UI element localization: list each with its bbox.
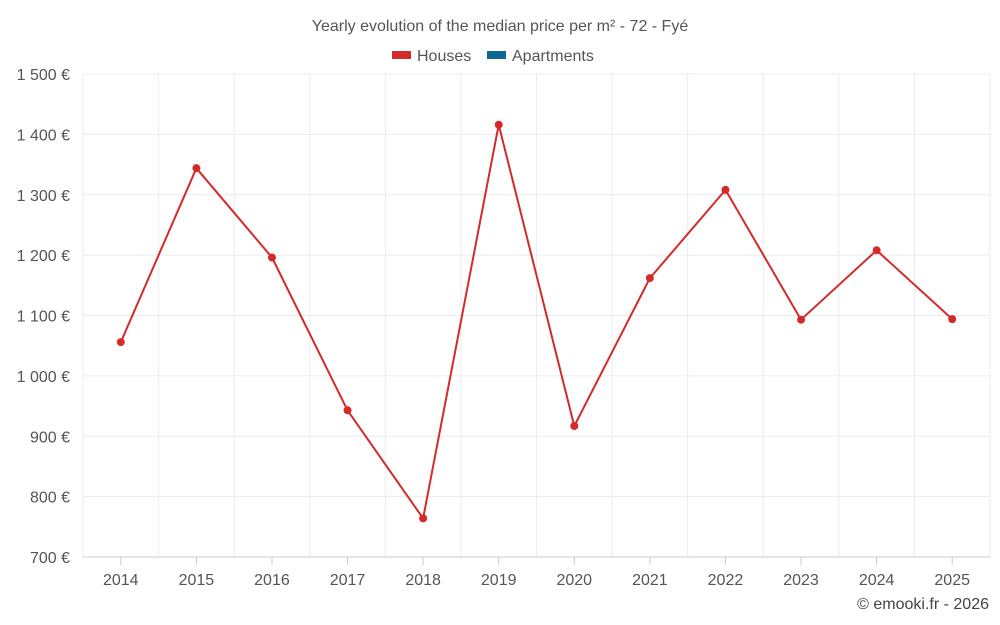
- x-tick-label: 2014: [103, 572, 139, 589]
- data-point[interactable]: [116, 338, 125, 347]
- x-tick-label: 2015: [179, 572, 215, 589]
- y-tick-label: 1 500 €: [17, 67, 70, 84]
- x-tick-label: 2016: [254, 572, 290, 589]
- legend: Houses Apartments: [392, 48, 594, 65]
- credit-text: © emooki.fr - 2026: [857, 596, 989, 613]
- chart-title: Yearly evolution of the median price per…: [312, 18, 689, 35]
- data-point[interactable]: [419, 514, 428, 523]
- data-point[interactable]: [872, 246, 881, 255]
- x-tick-label: 2023: [783, 572, 819, 589]
- legend-swatch-apartments: [487, 51, 506, 59]
- data-point[interactable]: [494, 120, 503, 129]
- data-point[interactable]: [192, 164, 201, 173]
- series-houses: [116, 120, 957, 523]
- series-line: [119, 123, 953, 520]
- x-tick-label: 2018: [405, 572, 441, 589]
- x-tick-label: 2020: [556, 572, 592, 589]
- x-tick-label: 2021: [632, 572, 668, 589]
- legend-label-apartments: Apartments: [512, 48, 594, 65]
- y-tick-label: 900 €: [30, 429, 70, 446]
- x-tick-label: 2017: [330, 572, 366, 589]
- y-tick-label: 1 200 €: [17, 248, 70, 265]
- data-point[interactable]: [570, 421, 579, 430]
- x-axis-ticks: 2014 2015 2016 2017 2018 2019 2020 2021 2022 2023…: [103, 557, 970, 589]
- data-point[interactable]: [721, 185, 730, 194]
- y-tick-label: 800 €: [30, 490, 70, 507]
- data-point[interactable]: [948, 315, 957, 324]
- x-tick-label: 2025: [934, 572, 970, 589]
- data-point[interactable]: [267, 253, 276, 262]
- data-point[interactable]: [645, 274, 654, 283]
- x-tick-label: 2024: [859, 572, 895, 589]
- y-tick-label: 700 €: [30, 550, 70, 567]
- y-axis-ticks: 700 € 800 € 900 € 1 000 € 1 100 € 1 200 € 1 30…: [17, 67, 70, 567]
- data-point[interactable]: [797, 315, 806, 324]
- x-tick-label: 2019: [481, 572, 517, 589]
- y-tick-label: 1 300 €: [17, 188, 70, 205]
- y-tick-label: 1 400 €: [17, 127, 70, 144]
- legend-item-apartments[interactable]: Apartments: [487, 48, 594, 65]
- x-tick-label: 2022: [708, 572, 744, 589]
- legend-label-houses: Houses: [417, 48, 471, 65]
- data-point[interactable]: [343, 406, 352, 415]
- legend-item-houses[interactable]: Houses: [392, 48, 471, 65]
- y-tick-label: 1 100 €: [17, 309, 70, 326]
- grid: [82, 73, 991, 557]
- legend-swatch-houses: [392, 51, 411, 59]
- y-tick-label: 1 000 €: [17, 369, 70, 386]
